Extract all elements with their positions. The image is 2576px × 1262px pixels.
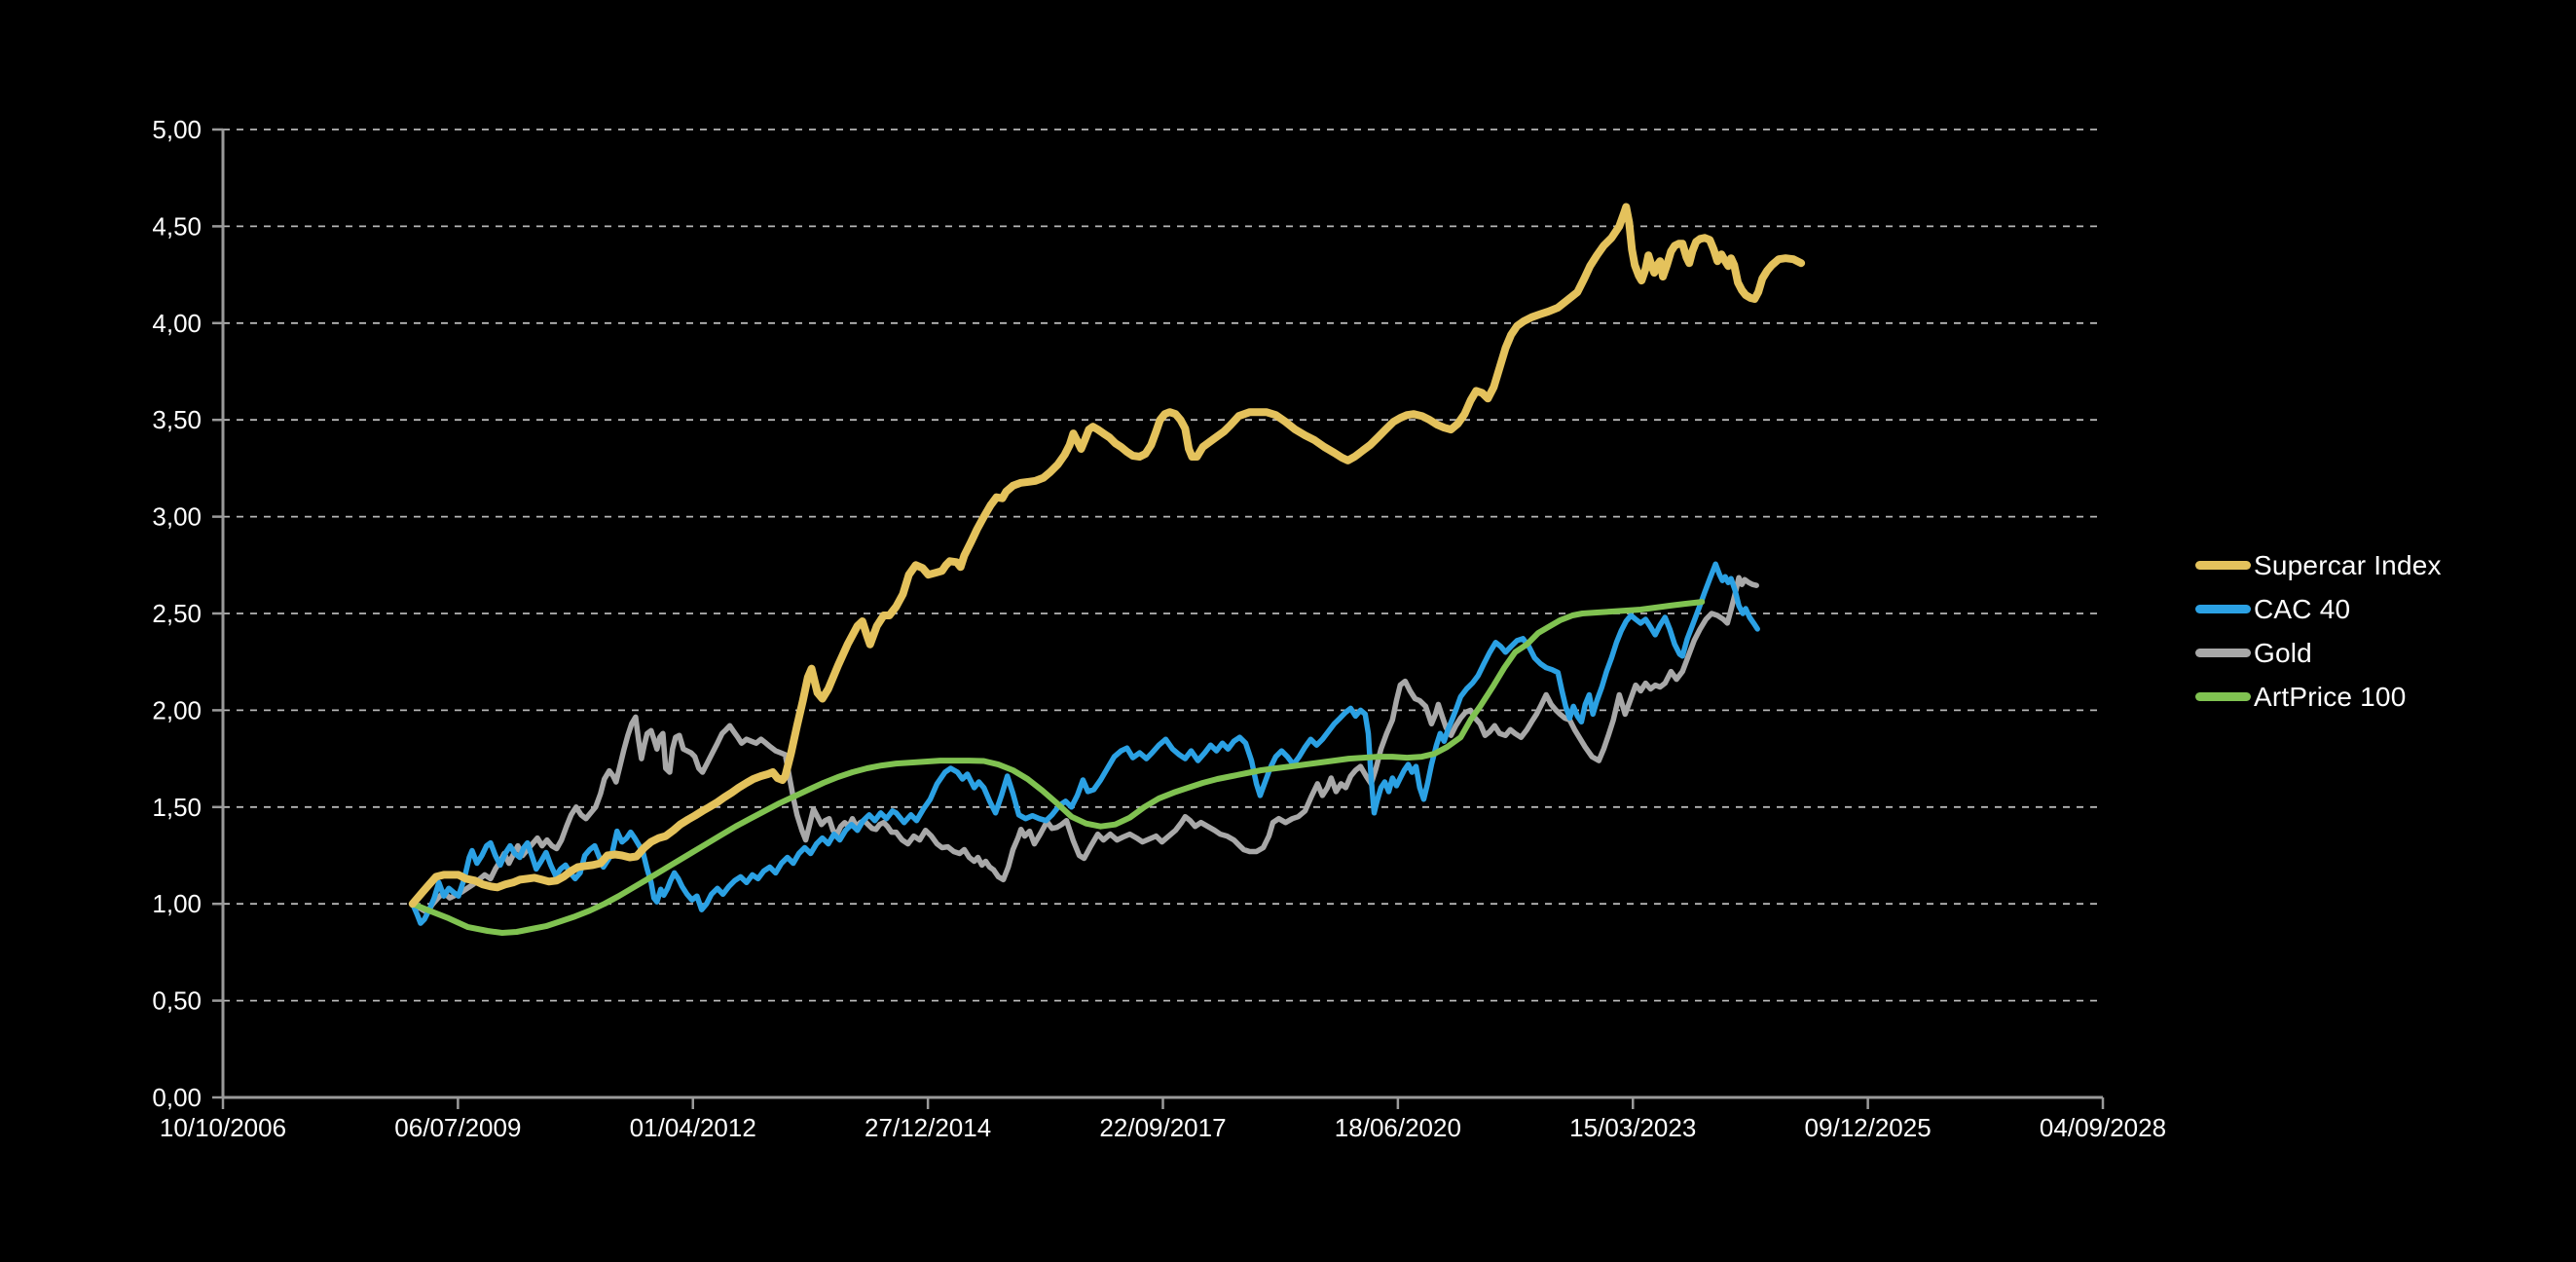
y-axis-tick-label: 4,50 [152, 211, 202, 241]
y-axis-tick-label: 4,00 [152, 309, 202, 338]
legend-item-gold: Gold [2195, 637, 2442, 668]
y-axis-tick-label: 1,50 [152, 793, 202, 822]
legend-swatch-icon [2195, 692, 2251, 701]
chart-legend: Supercar Index CAC 40 Gold ArtPrice 100 [2195, 549, 2442, 726]
x-axis-tick-label: 15/03/2023 [1569, 1113, 1696, 1142]
x-axis-tick-label: 06/07/2009 [394, 1113, 521, 1142]
x-axis-tick-label: 18/06/2020 [1335, 1113, 1461, 1142]
y-axis-tick-label: 3,50 [152, 405, 202, 434]
x-axis-tick-label: 27/12/2014 [865, 1113, 991, 1142]
legend-swatch-icon [2195, 561, 2251, 570]
y-axis-tick-label: 1,00 [152, 889, 202, 918]
x-axis-tick-label: 10/10/2006 [160, 1113, 286, 1142]
legend-label: Gold [2254, 637, 2312, 668]
legend-item-artprice-100: ArtPrice 100 [2195, 681, 2442, 712]
legend-item-supercar-index: Supercar Index [2195, 549, 2442, 580]
y-axis-tick-label: 0,50 [152, 986, 202, 1016]
series-line-cac-40 [410, 561, 1760, 926]
y-axis-tick-label: 3,00 [152, 502, 202, 532]
legend-swatch-icon [2195, 649, 2251, 657]
y-axis-tick-label: 5,00 [152, 115, 202, 144]
legend-swatch-icon [2195, 605, 2251, 613]
series-line-gold [410, 575, 1759, 915]
x-axis-tick-label: 09/12/2025 [1805, 1113, 1932, 1142]
series-line-supercar-index [408, 203, 1806, 909]
y-axis-tick-label: 2,00 [152, 695, 202, 724]
x-axis-tick-label: 04/09/2028 [2040, 1113, 2166, 1142]
y-axis-tick-label: 2,50 [152, 599, 202, 628]
series-line-artprice-100 [409, 599, 1706, 936]
x-axis-tick-label: 22/09/2017 [1099, 1113, 1226, 1142]
y-axis-tick-label: 0,00 [152, 1083, 202, 1112]
legend-label: CAC 40 [2254, 593, 2351, 624]
x-axis-tick-label: 01/04/2012 [630, 1113, 756, 1142]
legend-item-cac-40: CAC 40 [2195, 593, 2442, 624]
legend-label: Supercar Index [2254, 549, 2442, 580]
legend-label: ArtPrice 100 [2254, 681, 2407, 712]
